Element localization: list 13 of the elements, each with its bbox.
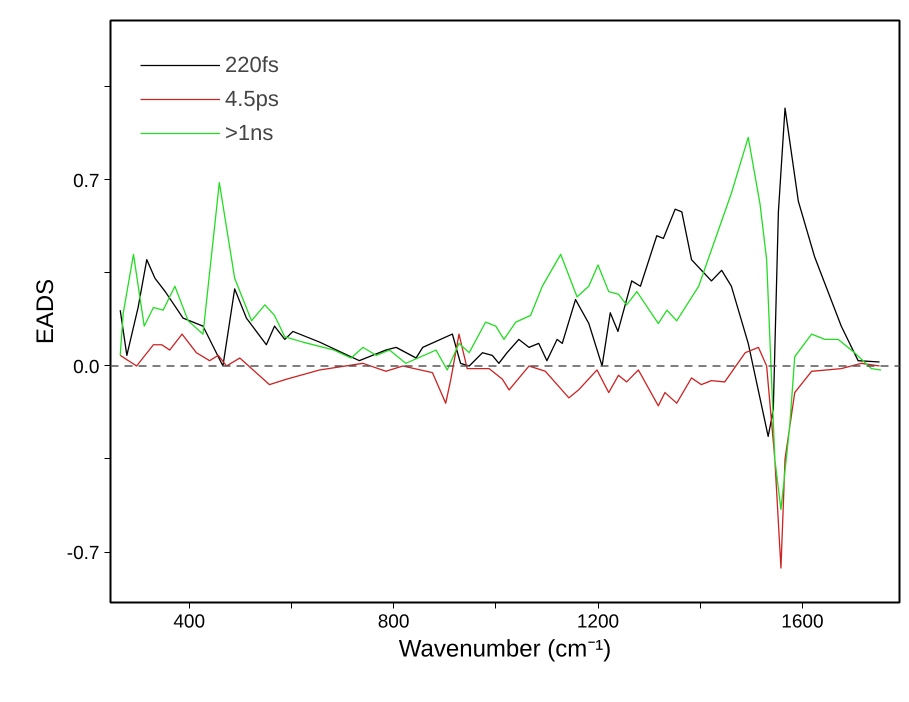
- x-tick-label: 1200: [576, 612, 620, 632]
- x-tick-label: 1600: [781, 612, 824, 632]
- y-tick-label: 0.0: [73, 356, 100, 378]
- legend-label: >1ns: [225, 119, 274, 147]
- x-axis-title: Wavenumber (cm⁻¹): [398, 636, 612, 662]
- y-tick-label: -0.7: [66, 543, 100, 564]
- x-tick-label: 800: [378, 612, 410, 632]
- legend-label: 4.5ps: [225, 85, 279, 113]
- y-axis-title: EADS: [32, 278, 59, 344]
- line-series: [120, 333, 880, 569]
- y-tick-label: 0.7: [73, 170, 100, 192]
- legend-label: 220fs: [225, 51, 279, 79]
- x-tick-label: 400: [173, 612, 206, 632]
